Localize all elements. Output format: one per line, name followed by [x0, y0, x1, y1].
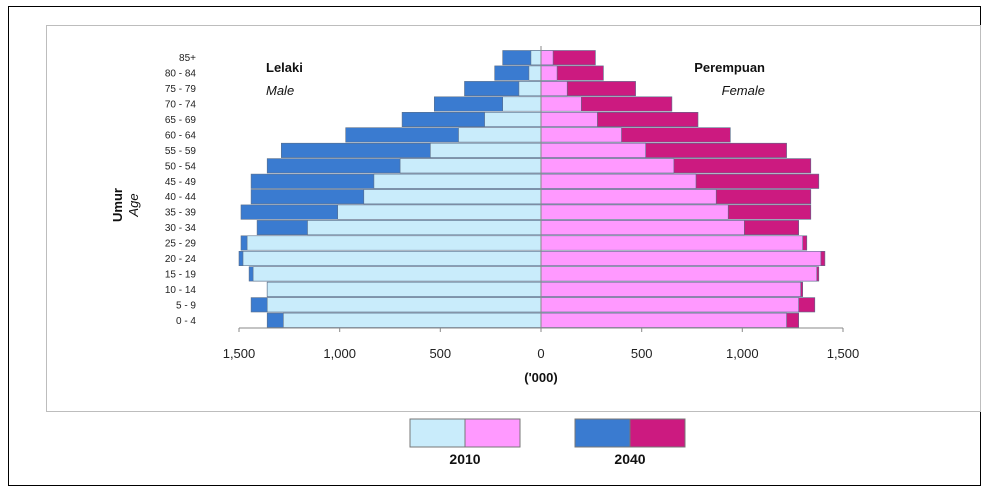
bar-2010-female-4: [540, 251, 822, 267]
y-tick-label: 75 - 79: [165, 84, 197, 95]
bar-2010-male-2: [266, 281, 542, 297]
legend-swatch-2040-0: [574, 418, 631, 448]
bar-2010-male-11: [429, 142, 542, 158]
legend-swatch-2040-1: [629, 418, 686, 448]
bar-2010-female-12: [540, 127, 622, 143]
y-tick-label: 20 - 24: [165, 254, 197, 265]
x-tick-label: 1,000: [726, 346, 759, 361]
x-tick-label: 1,500: [223, 346, 256, 361]
male-title: Lelaki: [266, 60, 303, 75]
y-tick-label: 45 - 49: [165, 177, 197, 188]
bar-2010-female-13: [540, 112, 598, 128]
y-tick-label: 30 - 34: [165, 223, 197, 234]
legend: 2010 2040: [409, 418, 686, 467]
bar-2010-male-6: [307, 220, 542, 236]
bar-2010-female-1: [540, 297, 800, 313]
bar-2010-male-0: [282, 312, 542, 328]
legend-label: 2010: [449, 451, 480, 467]
x-tick-label: 500: [631, 346, 653, 361]
bar-2010-female-14: [540, 96, 582, 112]
bar-2010-female-15: [540, 81, 568, 97]
y-tick-label: 60 - 64: [165, 130, 197, 141]
bar-2010-female-6: [540, 220, 745, 236]
bar-2010-female-9: [540, 173, 697, 189]
x-axis-title: ('000): [524, 370, 557, 385]
y-tick-label: 65 - 69: [165, 115, 197, 126]
bar-2010-male-7: [337, 204, 542, 220]
bar-2010-female-5: [540, 235, 804, 251]
population-pyramid-chart: 0 - 4 5 - 9 10 - 14 15 - 19 20 - 24 25 - 29 30…: [110, 46, 860, 467]
bar-2010-female-10: [540, 158, 675, 174]
y-tick-label: 50 - 54: [165, 161, 197, 172]
bar-2010-male-3: [252, 266, 542, 282]
bar-2010-male-15: [518, 81, 542, 97]
y-tick-label: 40 - 44: [165, 192, 197, 203]
y-tick-label: 35 - 39: [165, 208, 197, 219]
y-tick-label: 55 - 59: [165, 146, 197, 157]
y-tick-label: 25 - 29: [165, 239, 197, 250]
bar-2010-male-4: [242, 251, 542, 267]
bar-2010-female-11: [540, 142, 646, 158]
bar-2010-female-0: [540, 312, 787, 328]
y-axis-title: Umur: [110, 188, 125, 222]
male-subtitle: Male: [266, 83, 294, 98]
legend-label: 2040: [614, 451, 645, 467]
y-tick-label: 15 - 19: [165, 269, 197, 280]
y-tick-label: 85+: [179, 53, 196, 64]
female-title: Perempuan: [694, 60, 765, 75]
y-tick-label: 10 - 14: [165, 285, 197, 296]
legend-swatch-2010-1: [464, 418, 521, 448]
y-tick-labels: 0 - 4 5 - 9 10 - 14 15 - 19 20 - 24 25 - 29 30…: [165, 53, 197, 327]
x-tick-label: 0: [537, 346, 544, 361]
bar-2010-male-1: [266, 297, 542, 313]
female-subtitle: Female: [722, 83, 765, 98]
y-tick-label: 5 - 9: [176, 300, 196, 311]
bar-2010-female-3: [540, 266, 818, 282]
x-tick-label: 500: [429, 346, 451, 361]
y-tick-label: 70 - 74: [165, 100, 197, 111]
x-tick-label: 1,500: [827, 346, 860, 361]
bar-2010-female-17: [540, 50, 554, 66]
bar-2010-female-2: [540, 281, 802, 297]
bar-2010-male-8: [363, 189, 542, 205]
y-tick-label: 80 - 84: [165, 69, 197, 80]
bar-2010-male-16: [528, 65, 542, 81]
y-axis-subtitle: Age: [126, 193, 141, 217]
bar-2010-male-17: [530, 50, 542, 66]
bar-2010-male-14: [502, 96, 542, 112]
bar-2010-male-5: [246, 235, 542, 251]
bar-2010-male-12: [458, 127, 542, 143]
x-tick-label: 1,000: [323, 346, 356, 361]
bars-group: [238, 50, 826, 328]
y-tick-label: 0 - 4: [176, 316, 196, 327]
x-tick-labels: 1,500 1,000 500 0 500 1,000 1,500: [223, 328, 860, 361]
bar-2010-female-8: [540, 189, 717, 205]
legend-swatch-2010-0: [409, 418, 466, 448]
bar-2010-male-10: [399, 158, 542, 174]
bar-2010-male-9: [373, 173, 542, 189]
bar-2010-female-7: [540, 204, 729, 220]
bar-2010-male-13: [484, 112, 542, 128]
bar-2010-female-16: [540, 65, 558, 81]
